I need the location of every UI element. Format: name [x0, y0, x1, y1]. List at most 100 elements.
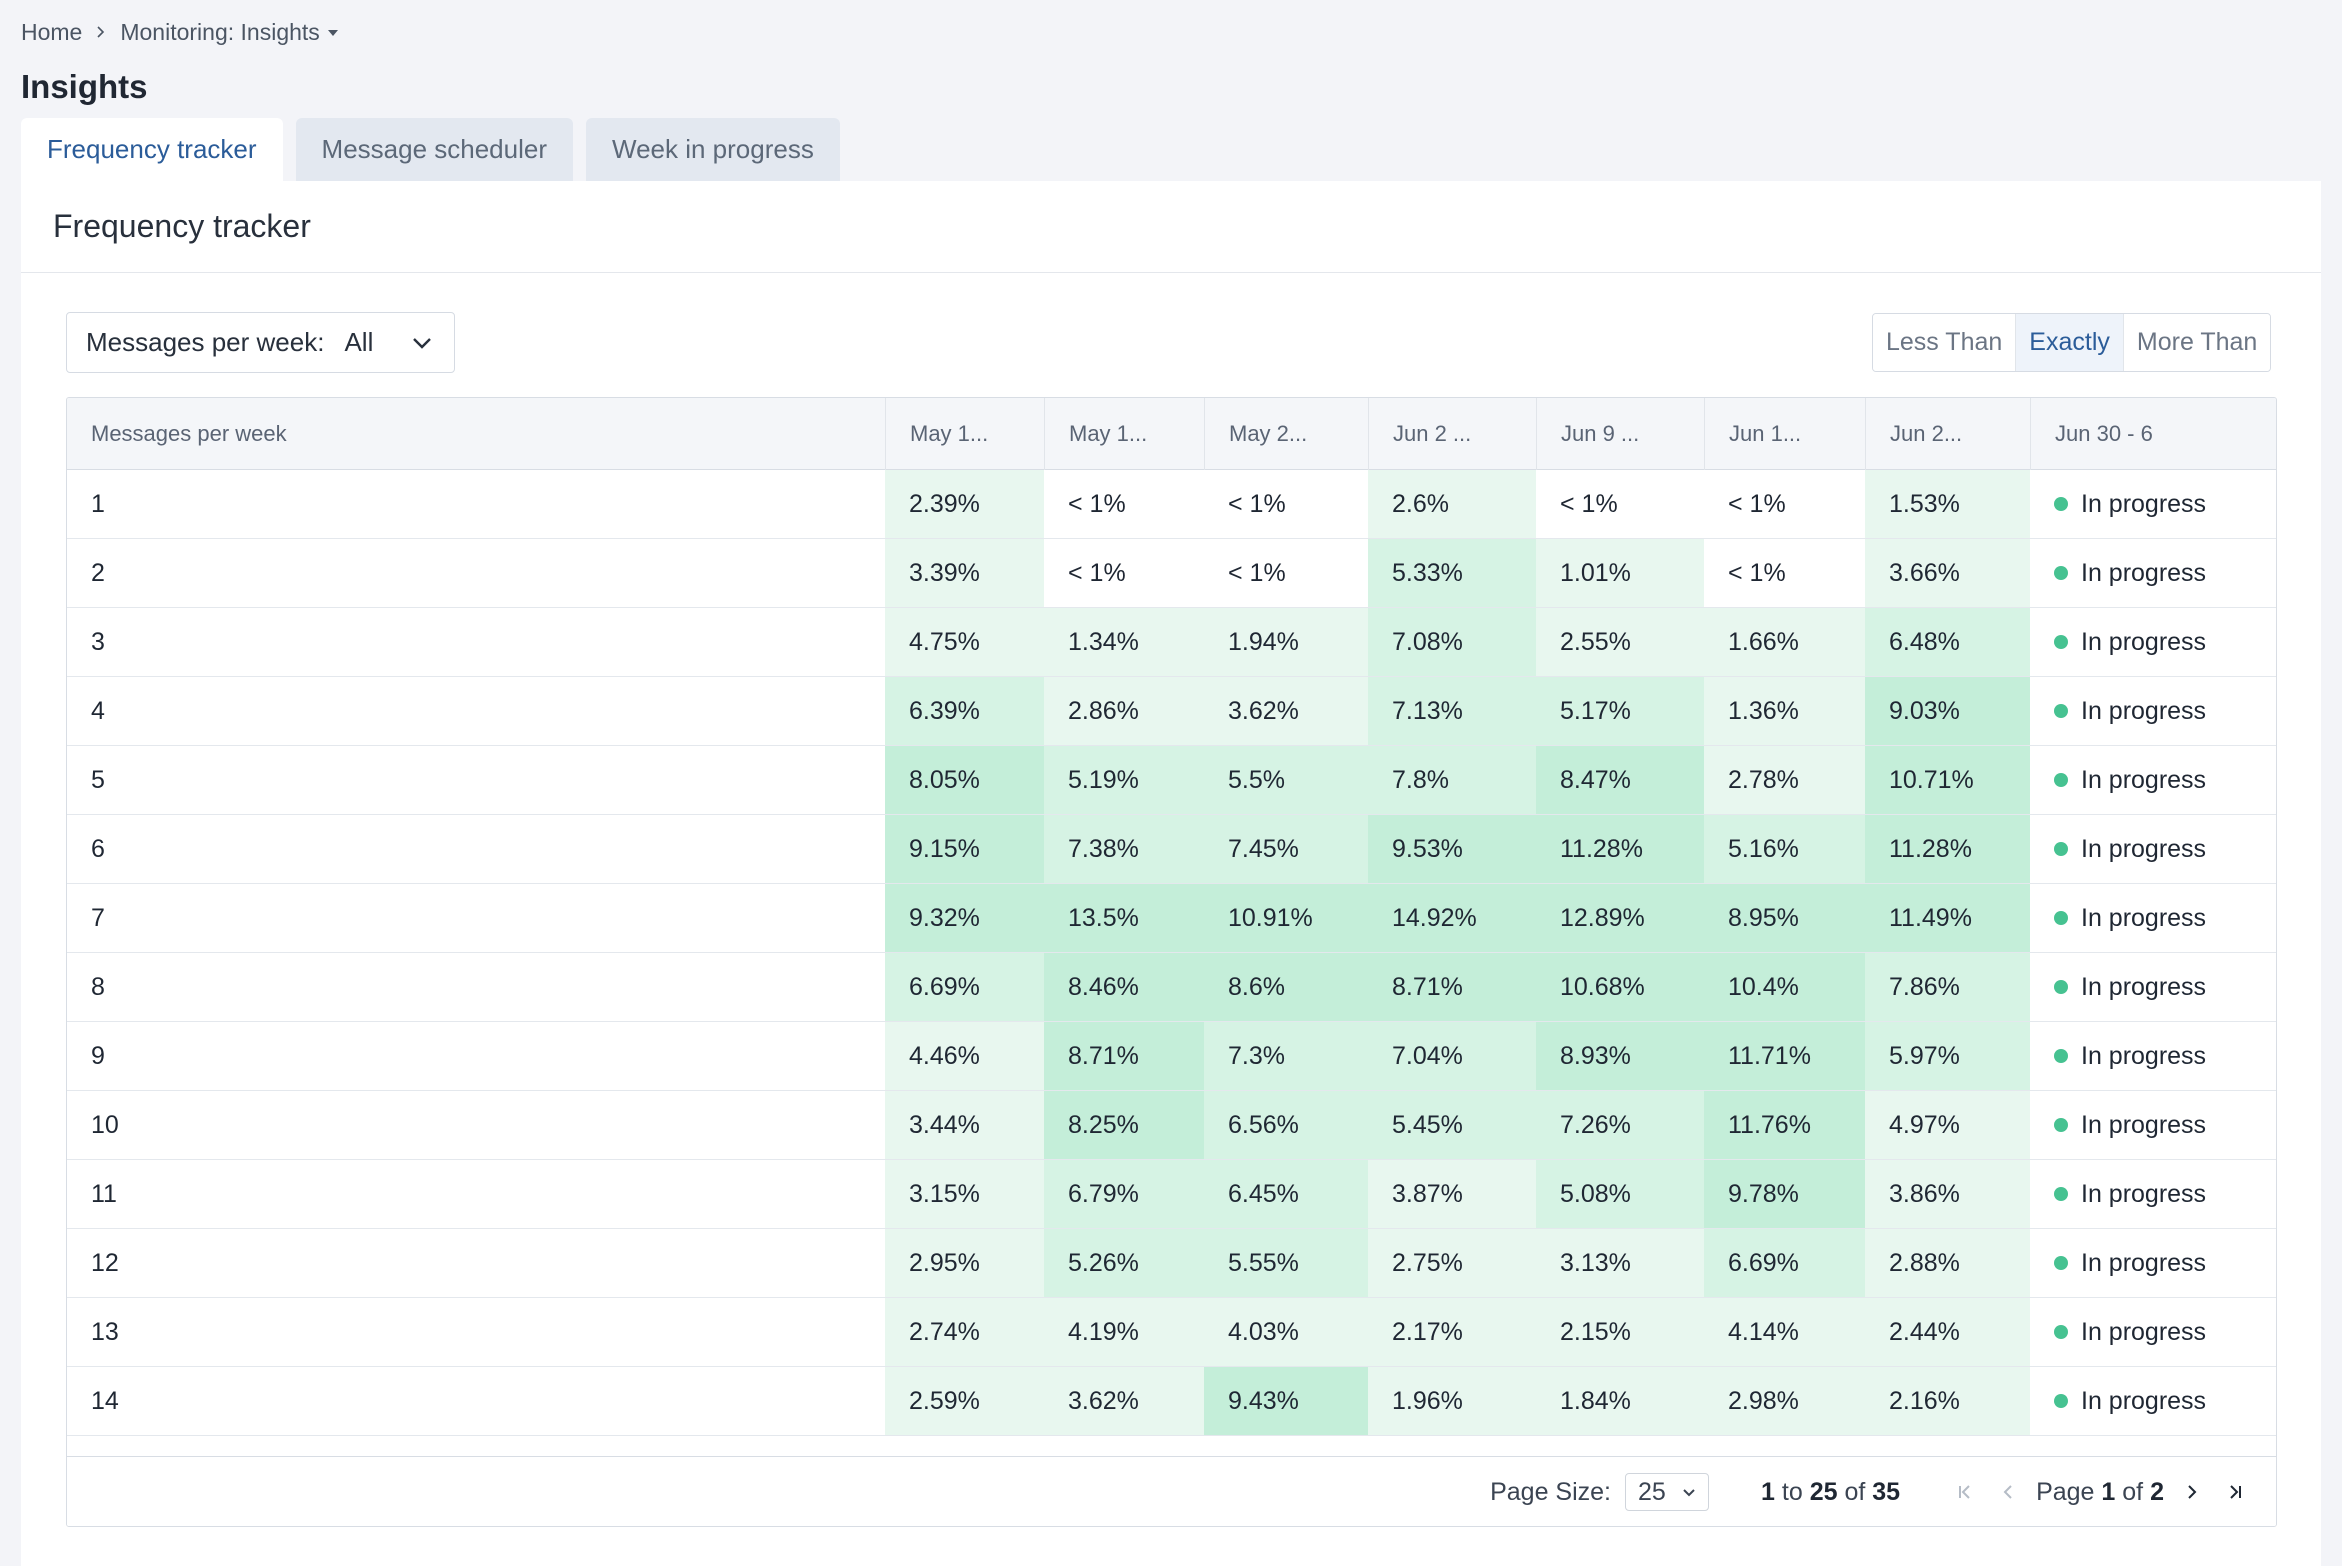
heat-cell: 11.76%: [1704, 1091, 1865, 1159]
page-size-select[interactable]: 25: [1625, 1473, 1710, 1511]
status-label: In progress: [2081, 1041, 2207, 1070]
heat-cell: 2.86%: [1044, 677, 1204, 745]
row-label: 5: [91, 765, 105, 794]
heat-cell: 4.03%: [1204, 1298, 1368, 1366]
pagination-bar: Page Size: 25 1 to 25 of 35: [67, 1456, 2276, 1526]
heat-cell: 4.19%: [1044, 1298, 1204, 1366]
heat-cell: 2.95%: [885, 1229, 1044, 1297]
column-header-week[interactable]: Jun 9 ...: [1536, 398, 1704, 470]
heat-cell: < 1%: [1044, 470, 1204, 538]
page-title: Insights: [21, 68, 148, 105]
status-dot-icon: [2054, 566, 2068, 580]
panel-title: Frequency tracker: [21, 181, 2321, 273]
heat-cell: < 1%: [1704, 539, 1865, 607]
heat-cell: 10.91%: [1204, 884, 1368, 952]
status-cell: In progress: [2030, 1367, 2276, 1435]
column-header-week[interactable]: Jun 1...: [1704, 398, 1865, 470]
heat-cell: 7.08%: [1368, 608, 1536, 676]
heat-cell: < 1%: [1536, 470, 1704, 538]
table-row: 7 9.32% 13.5% 10.91% 14.92% 12.89% 8.95% 11.49%…: [67, 884, 2276, 953]
column-header-week[interactable]: Jun 2...: [1865, 398, 2030, 470]
heat-cell: 8.93%: [1536, 1022, 1704, 1090]
heat-cell: 12.89%: [1536, 884, 1704, 952]
heat-cell: 3.62%: [1044, 1367, 1204, 1435]
status-label: In progress: [2081, 1317, 2207, 1346]
tab-bar: Frequency tracker Message scheduler Week…: [21, 118, 840, 181]
heat-cell: 3.87%: [1368, 1160, 1536, 1228]
heat-cell: 8.05%: [885, 746, 1044, 814]
heat-cell: 13.5%: [1044, 884, 1204, 952]
heat-cell: 6.69%: [1704, 1229, 1865, 1297]
heat-cell: 5.26%: [1044, 1229, 1204, 1297]
status-label: In progress: [2081, 834, 2207, 863]
breadcrumb-home[interactable]: Home: [21, 18, 83, 45]
status-dot-icon: [2054, 842, 2068, 856]
heat-cell: 4.46%: [885, 1022, 1044, 1090]
heat-cell: 2.98%: [1704, 1367, 1865, 1435]
heat-cell: 9.32%: [885, 884, 1044, 952]
table-row: 14 2.59% 3.62% 9.43% 1.96% 1.84% 2.98% 2.16% In …: [67, 1367, 2276, 1436]
frequency-tracker-panel: Frequency tracker Messages per week: All…: [21, 181, 2321, 1566]
row-label: 13: [91, 1317, 119, 1346]
status-cell: In progress: [2030, 884, 2276, 952]
table-header: Messages per week May 1... May 1... May 2..…: [67, 398, 2276, 470]
column-header-week[interactable]: Jun 30 - 6: [2030, 398, 2276, 470]
heat-cell: 7.3%: [1204, 1022, 1368, 1090]
heat-cell: 5.16%: [1704, 815, 1865, 883]
heat-cell: 11.28%: [1536, 815, 1704, 883]
heat-cell: 11.71%: [1704, 1022, 1865, 1090]
column-header-messages-per-week[interactable]: Messages per week: [91, 421, 287, 446]
row-label: 2: [91, 558, 105, 587]
status-cell: In progress: [2030, 953, 2276, 1021]
heat-cell: 5.19%: [1044, 746, 1204, 814]
column-header-week[interactable]: May 1...: [885, 398, 1044, 470]
caret-down-icon: [327, 30, 338, 37]
status-dot-icon: [2054, 1256, 2068, 1270]
column-header-week[interactable]: May 1...: [1044, 398, 1204, 470]
status-dot-icon: [2054, 704, 2068, 718]
status-dot-icon: [2054, 773, 2068, 787]
table-body[interactable]: 1 2.39% < 1% < 1% 2.6% < 1% < 1% 1.53% In progre…: [67, 470, 2276, 1458]
first-page-button[interactable]: [1950, 1477, 1980, 1507]
chevron-down-icon: [1683, 1489, 1695, 1497]
table-row: 11 3.15% 6.79% 6.45% 3.87% 5.08% 9.78% 3.86% In …: [67, 1160, 2276, 1229]
row-label: 9: [91, 1041, 105, 1070]
heat-cell: 14.92%: [1368, 884, 1536, 952]
messages-per-week-select[interactable]: Messages per week: All: [66, 312, 455, 373]
row-label: 6: [91, 834, 105, 863]
row-label: 1: [91, 489, 105, 518]
heat-cell: 1.01%: [1536, 539, 1704, 607]
previous-page-button[interactable]: [1994, 1477, 2024, 1507]
heat-cell: 3.13%: [1536, 1229, 1704, 1297]
heat-cell: 8.46%: [1044, 953, 1204, 1021]
heat-cell: 8.25%: [1044, 1091, 1204, 1159]
next-page-button[interactable]: [2176, 1477, 2206, 1507]
status-cell: In progress: [2030, 1160, 2276, 1228]
status-cell: In progress: [2030, 608, 2276, 676]
column-header-week[interactable]: Jun 2 ...: [1368, 398, 1536, 470]
table-row: 4 6.39% 2.86% 3.62% 7.13% 5.17% 1.36% 9.03% In p…: [67, 677, 2276, 746]
tab-frequency-tracker[interactable]: Frequency tracker: [21, 118, 283, 181]
exactly-button[interactable]: Exactly: [2016, 314, 2124, 371]
heat-cell: 11.49%: [1865, 884, 2030, 952]
heat-cell: 2.55%: [1536, 608, 1704, 676]
last-page-button[interactable]: [2220, 1477, 2250, 1507]
status-cell: In progress: [2030, 470, 2276, 538]
table-row: 12 2.95% 5.26% 5.55% 2.75% 3.13% 6.69% 2.88% In …: [67, 1229, 2276, 1298]
table-row: 3 4.75% 1.34% 1.94% 7.08% 2.55% 1.66% 6.48% In p…: [67, 608, 2276, 677]
heat-cell: 7.8%: [1368, 746, 1536, 814]
less-than-button[interactable]: Less Than: [1873, 314, 2017, 371]
column-header-week[interactable]: May 2...: [1204, 398, 1368, 470]
breadcrumb-current[interactable]: Monitoring: Insights: [120, 19, 338, 46]
heat-cell: 7.45%: [1204, 815, 1368, 883]
heat-cell: < 1%: [1204, 470, 1368, 538]
heat-cell: 8.71%: [1368, 953, 1536, 1021]
heat-cell: 9.78%: [1704, 1160, 1865, 1228]
heat-cell: 1.96%: [1368, 1367, 1536, 1435]
more-than-button[interactable]: More Than: [2123, 314, 2271, 371]
heat-cell: < 1%: [1204, 539, 1368, 607]
chevron-right-icon: [97, 26, 105, 38]
tab-week-in-progress[interactable]: Week in progress: [586, 118, 840, 181]
tab-message-scheduler[interactable]: Message scheduler: [295, 118, 573, 181]
heat-cell: 2.6%: [1368, 470, 1536, 538]
